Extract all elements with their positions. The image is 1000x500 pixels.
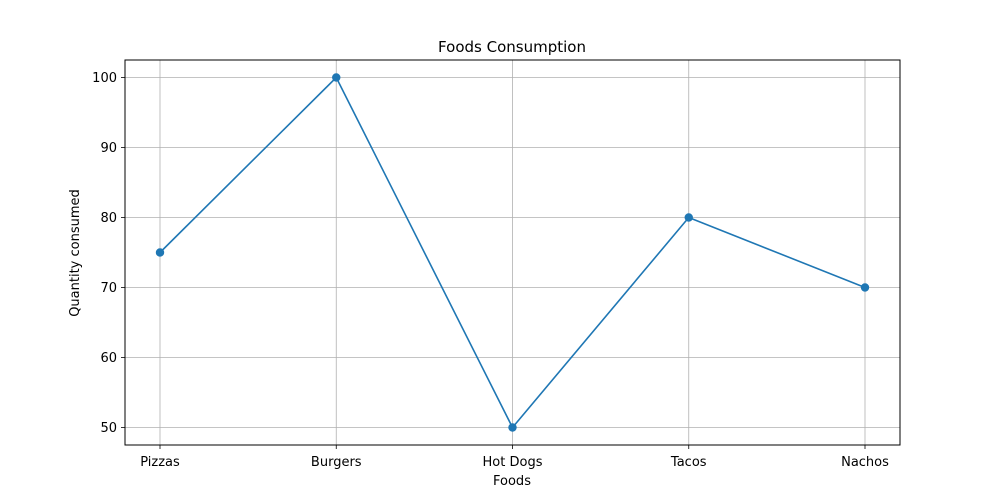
data-point — [684, 213, 693, 222]
chart-title: Foods Consumption — [438, 38, 586, 56]
x-tick-label: Nachos — [841, 455, 889, 470]
data-point — [155, 248, 165, 257]
x-tick-label: Hot Dogs — [483, 455, 543, 470]
y-tick-label: 70 — [100, 281, 117, 296]
y-tick-label: 90 — [100, 141, 117, 156]
data-point — [508, 423, 517, 432]
y-axis-label: Quantity consumed — [68, 189, 83, 317]
data-point — [860, 283, 870, 292]
x-tick-label: Burgers — [311, 455, 362, 470]
y-tick-label: 80 — [100, 211, 117, 226]
y-tick-label: 100 — [92, 71, 117, 86]
y-tick-label: 60 — [100, 351, 117, 366]
y-tick-label: 50 — [100, 421, 117, 436]
x-axis-label: Foods — [493, 474, 531, 489]
series-layer — [155, 73, 870, 432]
data-point — [332, 73, 341, 82]
axis-ticks: Pizzas Burgers Hot Dogs Tacos Nachos 50 60 70 80… — [92, 71, 889, 470]
x-tick-label: Tacos — [670, 455, 707, 470]
x-tick-label: Pizzas — [140, 455, 180, 470]
